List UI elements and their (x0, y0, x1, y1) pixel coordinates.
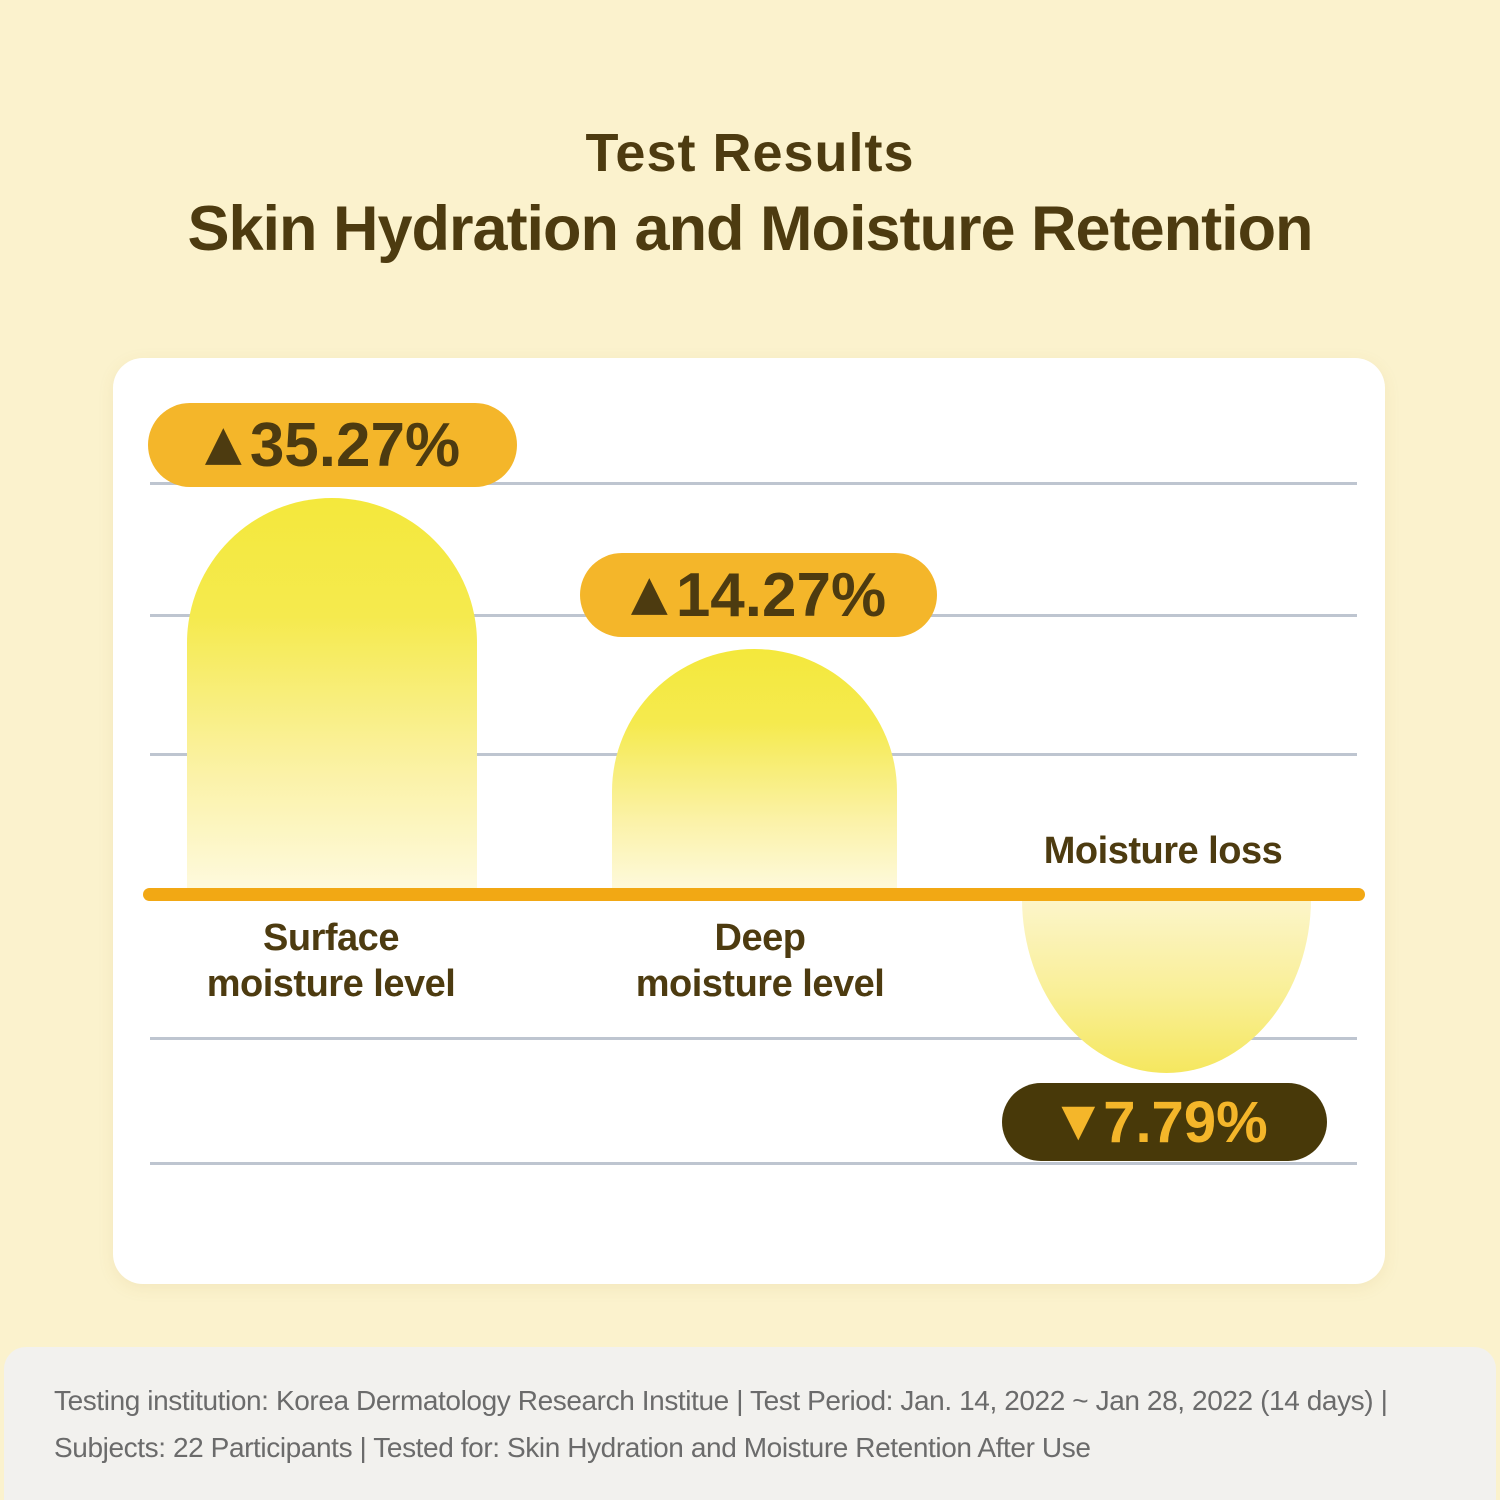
chart-card: ▲ 35.27% ▲ 14.27% ▼ 7.79% Surface moisture … (113, 358, 1385, 1284)
label-line: moisture level (206, 963, 456, 1005)
badge-value-text: 7.79% (1103, 1089, 1268, 1155)
up-triangle-icon: ▲ (630, 565, 668, 621)
chart-eyebrow: Test Results (585, 123, 915, 183)
bar-moisture-loss (1022, 898, 1311, 1073)
footnote-panel: Testing institution: Korea Dermatology R… (4, 1347, 1496, 1500)
bar-deep-moisture (612, 649, 897, 895)
header: Test Results Skin Hydration and Moisture… (0, 118, 1500, 266)
page-title: Skin Hydration and Moisture Retention (187, 194, 1313, 264)
badge-moisture-loss-value: ▼ 7.79% (1002, 1083, 1327, 1161)
footnote-line-1: Testing institution: Korea Dermatology R… (54, 1385, 1388, 1416)
label-surface-moisture: Surface moisture level (141, 915, 521, 1007)
up-triangle-icon: ▲ (204, 415, 242, 471)
bar-surface-moisture (187, 498, 477, 895)
down-triangle-icon: ▼ (1061, 1094, 1096, 1146)
badge-surface-value: ▲ 35.27% (148, 403, 517, 487)
chart-baseline-axis (143, 888, 1365, 901)
label-line: Deep (714, 917, 806, 959)
label-moisture-loss: Moisture loss (1043, 830, 1283, 872)
gridline (150, 1037, 1357, 1040)
label-line: moisture level (635, 963, 885, 1005)
label-line: Surface (263, 917, 399, 959)
badge-value-text: 35.27% (249, 410, 461, 480)
gridline (150, 482, 1357, 485)
label-deep-moisture: Deep moisture level (570, 915, 950, 1007)
badge-deep-value: ▲ 14.27% (580, 553, 937, 637)
footnote-line-2: Subjects: 22 Participants | Tested for: … (54, 1432, 1091, 1463)
gridline (150, 1162, 1357, 1165)
badge-value-text: 14.27% (675, 560, 887, 630)
